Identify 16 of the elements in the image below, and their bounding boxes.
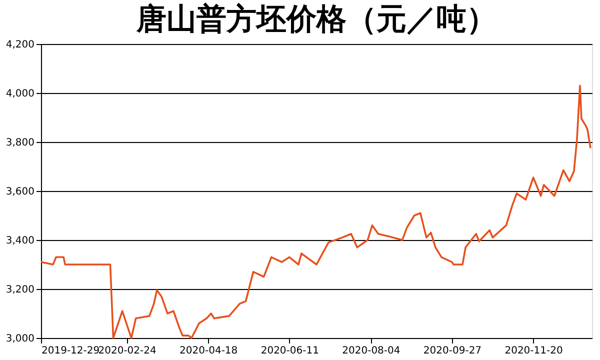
y-tick-label: 3,000 bbox=[6, 334, 34, 344]
x-tick-label: 2020-06-11 bbox=[260, 346, 319, 356]
chart-title: 唐山普方坯价格（元／吨） bbox=[136, 2, 496, 37]
x-tick-label: 2020-09-27 bbox=[423, 346, 482, 356]
x-tick-label: 2019-12-29 bbox=[42, 346, 100, 356]
line-series bbox=[40, 84, 592, 339]
y-tick-label: 3,400 bbox=[6, 236, 34, 246]
x-tick-label: 2020-02-24 bbox=[98, 346, 156, 356]
y-tick-label: 4,000 bbox=[6, 88, 34, 100]
y-tick-label: 3,600 bbox=[6, 186, 34, 198]
x-tick-label: 2020-04-18 bbox=[180, 346, 238, 356]
x-tick-label: 2020-08-04 bbox=[342, 346, 400, 356]
y-tick-label: 3,800 bbox=[6, 138, 34, 148]
x-tick-label: 2020-11-20 bbox=[504, 346, 563, 356]
y-tick-label: 3,200 bbox=[6, 284, 34, 296]
y-tick-label: 4,200 bbox=[6, 40, 34, 50]
